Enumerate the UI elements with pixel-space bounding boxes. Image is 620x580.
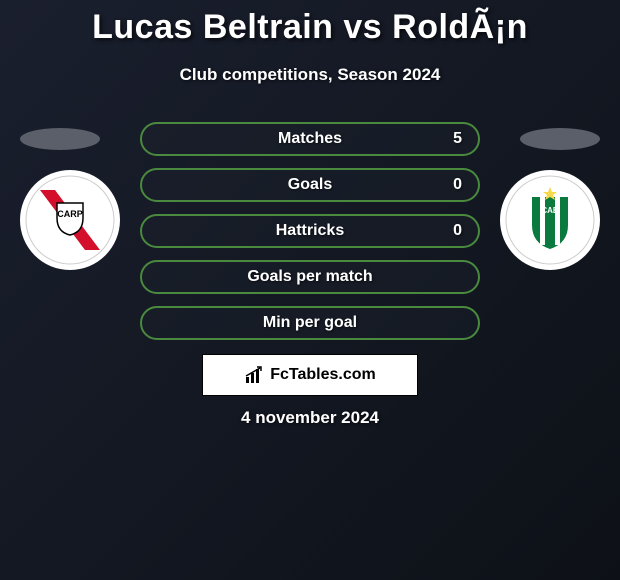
stat-row-goals: Goals 0 xyxy=(140,168,480,202)
stats-list: Matches 5 Goals 0 Hattricks 0 Goals per … xyxy=(140,122,480,352)
team-badge-left: CARP xyxy=(20,170,120,270)
stat-row-goals-per-match: Goals per match xyxy=(140,260,480,294)
comparison-subtitle: Club competitions, Season 2024 xyxy=(0,65,620,85)
stat-label: Goals per match xyxy=(247,268,372,286)
stat-label: Min per goal xyxy=(263,314,357,332)
stat-label: Hattricks xyxy=(276,222,344,240)
shadow-ellipse-right xyxy=(520,128,600,150)
stat-row-min-per-goal: Min per goal xyxy=(140,306,480,340)
banfield-crest-icon: CAB xyxy=(505,175,595,265)
svg-text:CAB: CAB xyxy=(541,206,559,215)
stat-value: 5 xyxy=(453,130,462,148)
team-badge-right: CAB xyxy=(500,170,600,270)
branding-text: FcTables.com xyxy=(270,366,376,384)
svg-text:CARP: CARP xyxy=(57,209,83,219)
snapshot-date: 4 november 2024 xyxy=(0,408,620,428)
stat-value: 0 xyxy=(453,176,462,194)
branding-box[interactable]: FcTables.com xyxy=(202,354,418,396)
stat-row-hattricks: Hattricks 0 xyxy=(140,214,480,248)
river-plate-crest-icon: CARP xyxy=(25,175,115,265)
shadow-ellipse-left xyxy=(20,128,100,150)
stat-value: 0 xyxy=(453,222,462,240)
stat-label: Matches xyxy=(278,130,342,148)
stat-label: Goals xyxy=(288,176,332,194)
stat-row-matches: Matches 5 xyxy=(140,122,480,156)
comparison-title: Lucas Beltrain vs RoldÃ¡n xyxy=(0,0,620,47)
fctables-logo-icon xyxy=(244,365,264,385)
